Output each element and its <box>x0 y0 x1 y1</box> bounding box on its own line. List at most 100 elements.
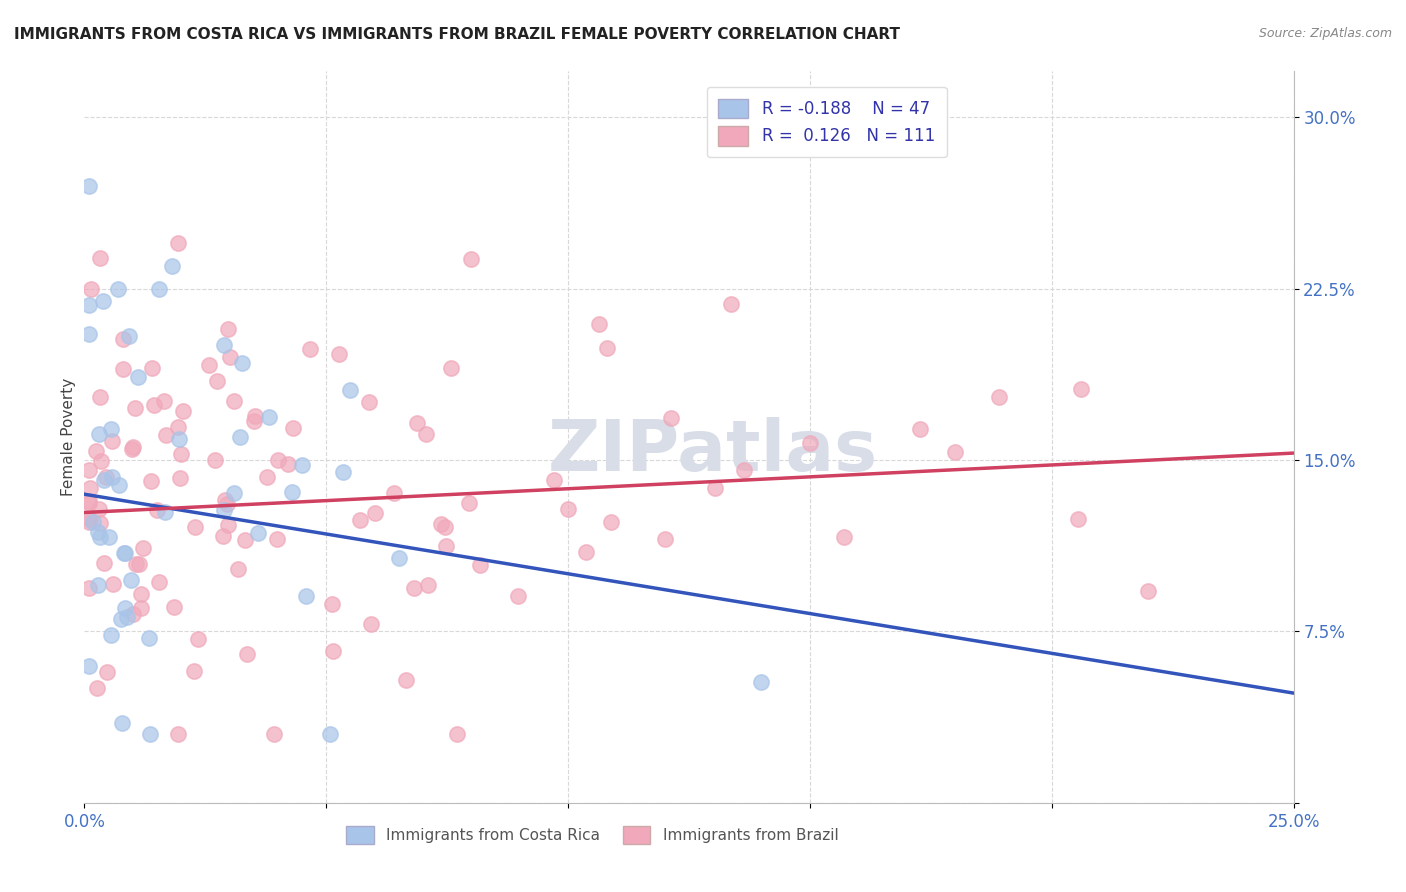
Point <box>212 529 235 543</box>
Point <box>138 631 160 645</box>
Point <box>263 727 285 741</box>
Point <box>167 420 190 434</box>
Point <box>233 533 256 548</box>
Point <box>357 395 380 409</box>
Point <box>508 590 530 604</box>
Point <box>349 513 371 527</box>
Text: ZIPatlas: ZIPatlas <box>548 417 879 486</box>
Point <box>89 531 111 545</box>
Point <box>470 558 492 573</box>
Point <box>148 575 170 590</box>
Point <box>77 512 100 526</box>
Point <box>96 665 118 679</box>
Point <box>121 442 143 456</box>
Point <box>256 470 278 484</box>
Point <box>114 546 136 560</box>
Point <box>153 394 176 409</box>
Point <box>599 515 621 529</box>
Point <box>90 453 112 467</box>
Point <box>224 485 246 500</box>
Point <box>86 577 108 591</box>
Point <box>720 296 742 310</box>
Point <box>402 581 425 595</box>
Point <box>93 556 115 570</box>
Point <box>128 557 150 571</box>
Point <box>118 329 141 343</box>
Point <box>659 411 682 425</box>
Point <box>97 530 120 544</box>
Point <box>108 478 131 492</box>
Point <box>146 503 169 517</box>
Point <box>415 427 437 442</box>
Point <box>243 409 266 423</box>
Point <box>557 502 579 516</box>
Legend: Immigrants from Costa Rica, Immigrants from Brazil: Immigrants from Costa Rica, Immigrants f… <box>340 820 845 850</box>
Y-axis label: Female Poverty: Female Poverty <box>60 378 76 496</box>
Point <box>93 474 115 488</box>
Point <box>277 457 299 471</box>
Point <box>111 716 134 731</box>
Point <box>231 355 253 369</box>
Point <box>430 516 453 531</box>
Point <box>89 516 111 530</box>
Point <box>125 558 148 572</box>
Point <box>224 393 246 408</box>
Point <box>162 599 184 614</box>
Text: IMMIGRANTS FROM COSTA RICA VS IMMIGRANTS FROM BRAZIL FEMALE POVERTY CORRELATION : IMMIGRANTS FROM COSTA RICA VS IMMIGRANTS… <box>14 27 900 42</box>
Point <box>160 259 183 273</box>
Point <box>832 530 855 544</box>
Point <box>139 727 162 741</box>
Point <box>169 471 191 485</box>
Point <box>319 727 342 741</box>
Point <box>266 532 288 546</box>
Point <box>100 422 122 436</box>
Point <box>1070 382 1092 396</box>
Point <box>121 607 143 621</box>
Point <box>283 421 305 435</box>
Point <box>172 403 194 417</box>
Point <box>217 517 239 532</box>
Point <box>117 610 139 624</box>
Point <box>112 332 135 346</box>
Point <box>87 501 110 516</box>
Point <box>242 414 264 428</box>
Point <box>101 577 124 591</box>
Point <box>111 361 134 376</box>
Point <box>132 541 155 556</box>
Point <box>436 539 458 553</box>
Point <box>89 390 111 404</box>
Point <box>228 430 250 444</box>
Point <box>247 526 270 541</box>
Point <box>328 347 350 361</box>
Point <box>86 681 108 695</box>
Point <box>77 298 100 312</box>
Text: Source: ZipAtlas.com: Source: ZipAtlas.com <box>1258 27 1392 40</box>
Point <box>170 447 193 461</box>
Point <box>77 581 100 595</box>
Point <box>82 515 104 529</box>
Point <box>596 341 619 355</box>
Point <box>395 673 418 687</box>
Point <box>77 178 100 193</box>
Point <box>236 647 259 661</box>
Point <box>204 453 226 467</box>
Point <box>703 481 725 495</box>
Point <box>91 293 114 308</box>
Point <box>215 496 238 510</box>
Point <box>79 494 101 508</box>
Point <box>908 422 931 436</box>
Point <box>77 496 100 510</box>
Point <box>122 440 145 454</box>
Point <box>127 370 149 384</box>
Point <box>129 601 152 615</box>
Point <box>84 444 107 458</box>
Point <box>457 496 479 510</box>
Point <box>1066 512 1088 526</box>
Point <box>360 616 382 631</box>
Point <box>217 322 239 336</box>
Point <box>434 519 457 533</box>
Point <box>184 520 207 534</box>
Point <box>363 506 385 520</box>
Point <box>267 453 290 467</box>
Point <box>139 474 162 488</box>
